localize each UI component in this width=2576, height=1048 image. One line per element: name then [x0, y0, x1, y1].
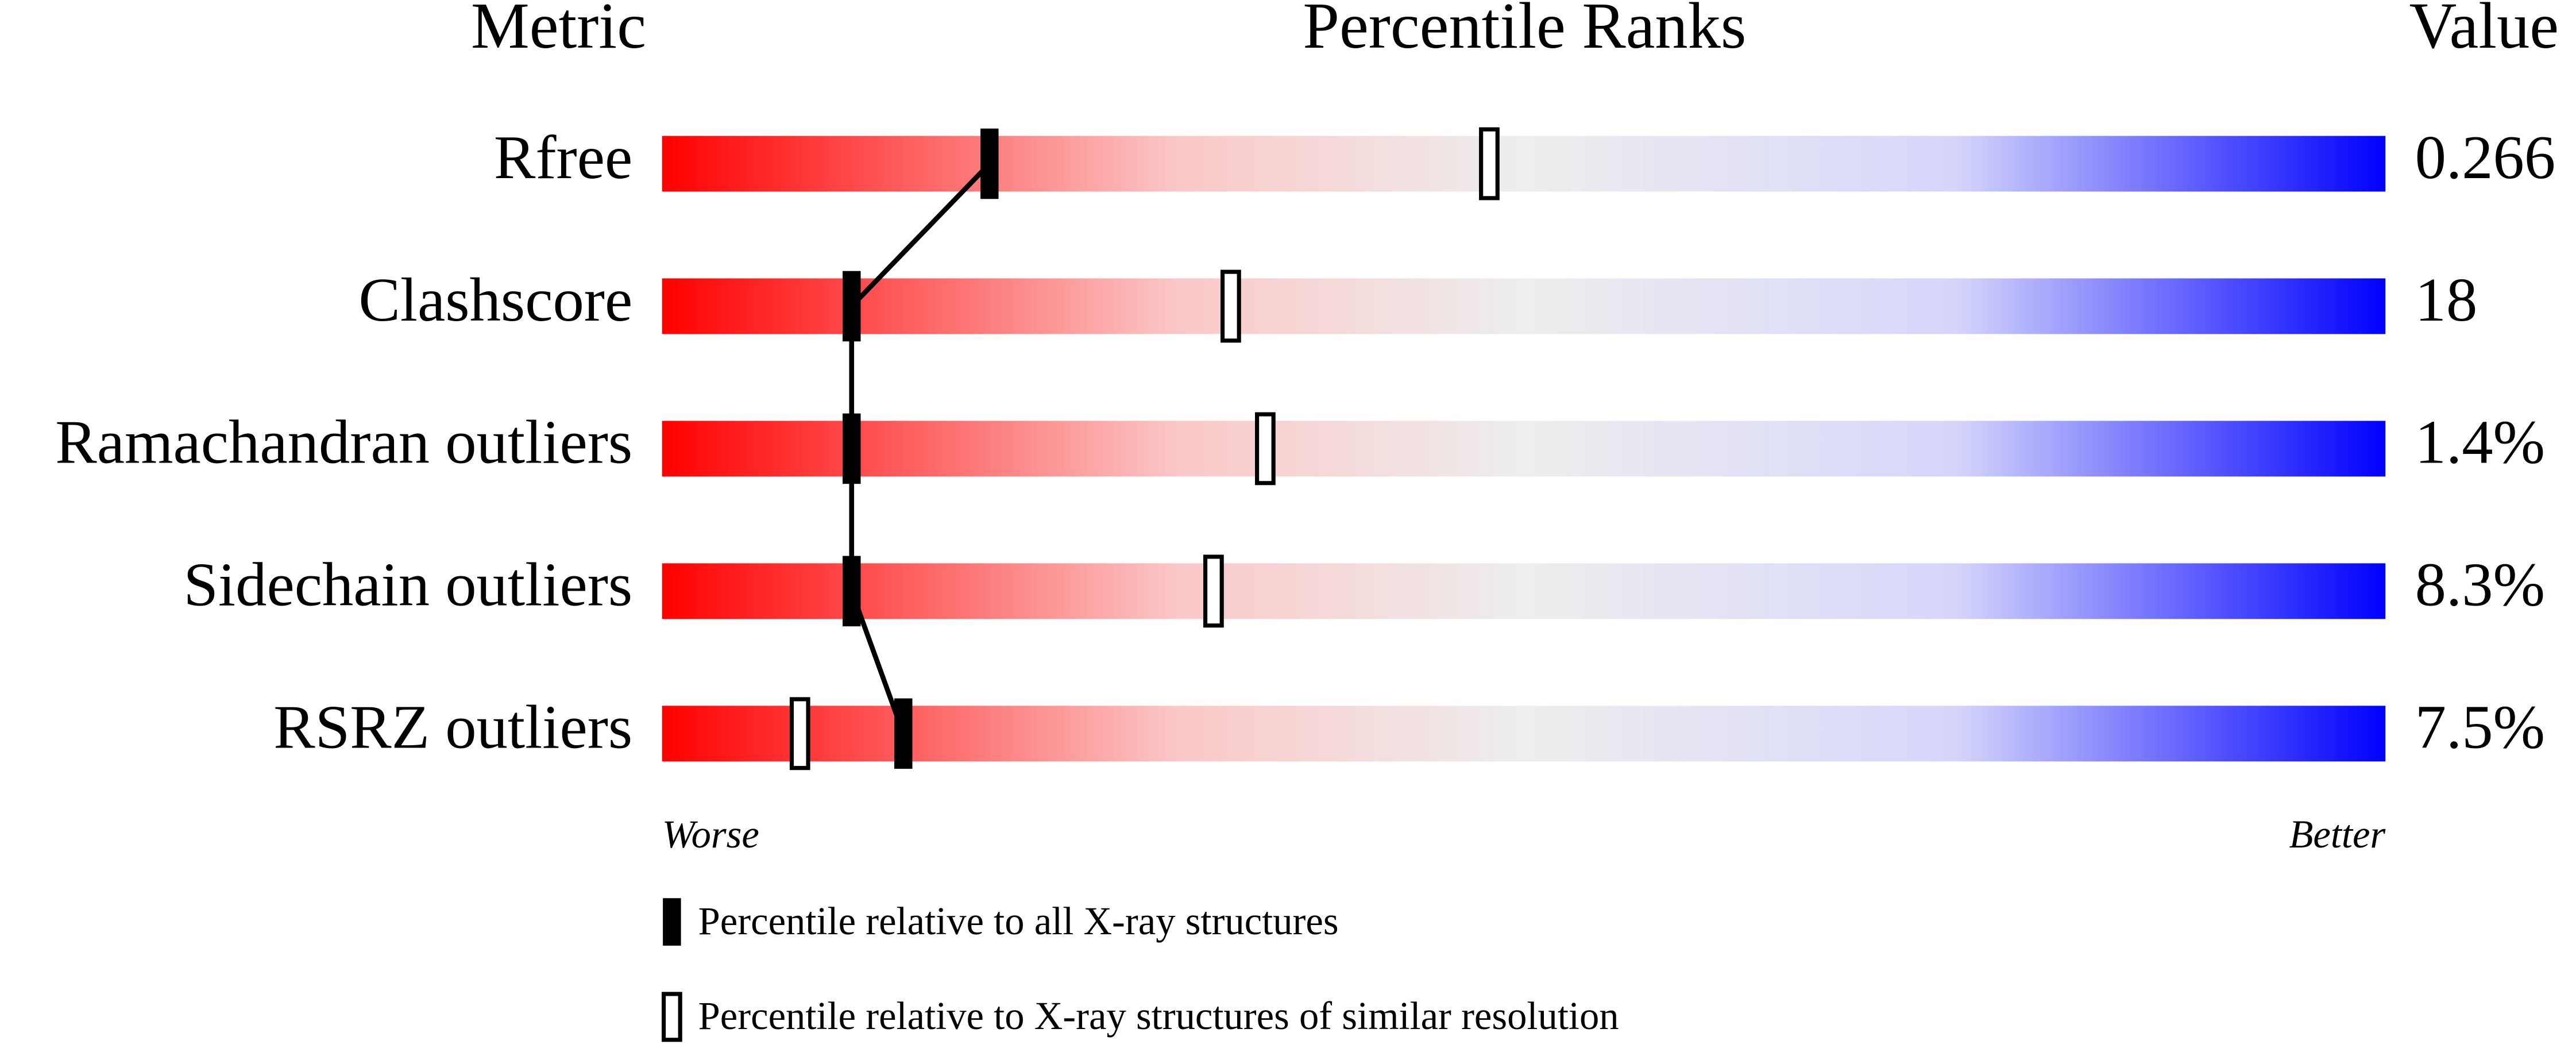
- metric-label: Sidechain outliers: [183, 550, 632, 619]
- metric-value: 18: [2415, 265, 2478, 334]
- marker-all: [894, 698, 913, 769]
- marker-all: [843, 556, 861, 627]
- marker-similar: [1255, 412, 1276, 486]
- legend-label: Percentile relative to all X-ray structu…: [698, 899, 1339, 943]
- axis-label: Worse: [662, 812, 759, 856]
- column-header: Value: [2409, 0, 2559, 62]
- metric-label: Clashscore: [358, 265, 632, 334]
- legend-label: Percentile relative to X-ray structures …: [698, 994, 1619, 1038]
- metric-value: 1.4%: [2415, 408, 2545, 477]
- slider-bar: [662, 563, 2386, 619]
- metric-label: Rfree: [494, 123, 632, 192]
- marker-similar: [1220, 269, 1241, 343]
- metric-value: 7.5%: [2415, 693, 2545, 762]
- marker-all: [980, 128, 999, 199]
- metric-value: 0.266: [2415, 123, 2556, 192]
- metric-label: Ramachandran outliers: [55, 408, 632, 477]
- axis-label: Better: [2289, 812, 2385, 856]
- column-header: Metric: [471, 0, 646, 62]
- column-header: Percentile Ranks: [1303, 0, 1746, 62]
- marker-all: [843, 271, 861, 342]
- marker-similar: [789, 697, 810, 770]
- slider-bar: [662, 278, 2386, 334]
- slider-bar: [662, 706, 2386, 762]
- legend-swatch: [661, 992, 682, 1042]
- slider-bar: [662, 421, 2386, 477]
- marker-similar: [1479, 127, 1500, 201]
- metric-label: RSRZ outliers: [273, 693, 632, 762]
- marker-all: [843, 413, 861, 484]
- slider-bar: [662, 136, 2386, 192]
- metric-value: 8.3%: [2415, 550, 2545, 619]
- marker-similar: [1203, 554, 1224, 628]
- legend-swatch: [663, 898, 681, 946]
